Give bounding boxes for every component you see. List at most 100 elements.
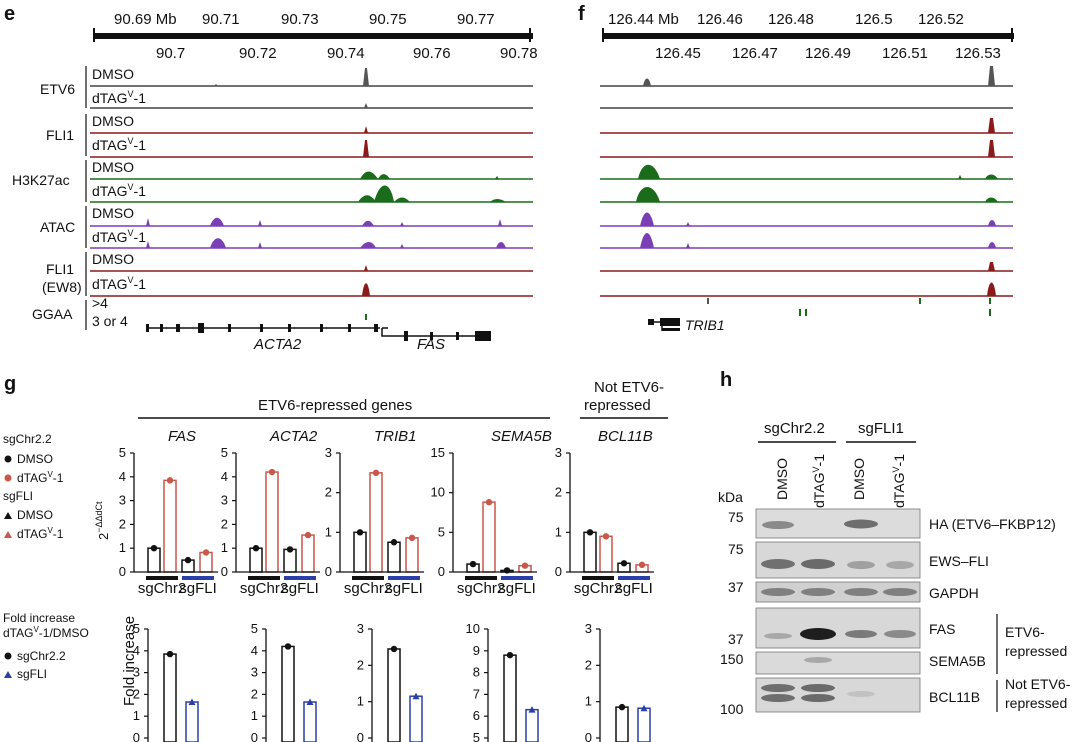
data-point xyxy=(306,698,314,706)
legend-marker xyxy=(4,474,12,482)
gene-label: FAS xyxy=(417,336,445,353)
bar xyxy=(369,472,383,573)
western-blots xyxy=(755,508,921,713)
data-point xyxy=(184,556,192,564)
y-tick-label: 2 xyxy=(221,516,228,531)
data-point xyxy=(202,549,210,556)
data-point xyxy=(408,534,416,542)
band-label: HA (ETV6–FKBP12) xyxy=(929,516,1056,532)
marker-label: 100 xyxy=(720,701,744,717)
group-bar-sgfli xyxy=(501,576,533,580)
gene-model-trib1 xyxy=(648,318,680,331)
data-point xyxy=(586,529,594,536)
coord-label: 90.77 xyxy=(457,11,495,28)
bar xyxy=(387,648,401,742)
data-point xyxy=(503,567,511,574)
legend-title: sgFLI xyxy=(3,489,33,503)
bracket-label: repressed xyxy=(1005,695,1067,711)
band-label: BCL11B xyxy=(929,689,980,705)
coord-label: 90.7 xyxy=(156,45,185,62)
data-point xyxy=(528,706,536,713)
y-tick-label: 1 xyxy=(133,708,140,723)
marker-label: 150 xyxy=(720,651,744,667)
header-not-repressed: repressed xyxy=(584,397,651,414)
y-tick-label: 2 xyxy=(133,686,140,701)
legend-marker xyxy=(4,512,12,519)
data-point xyxy=(602,533,610,540)
bar xyxy=(409,695,423,742)
data-point xyxy=(166,477,174,484)
bracket-label: repressed xyxy=(1005,643,1067,659)
y-tick-label: 0 xyxy=(438,564,445,579)
lane-label: DMSO xyxy=(851,458,867,500)
y-tick-label: 1 xyxy=(585,694,592,709)
data-point xyxy=(485,498,493,506)
y-tick-label: 3 xyxy=(585,621,592,636)
data-point xyxy=(304,531,312,539)
genome-tracks-f xyxy=(600,66,1013,316)
data-point xyxy=(640,704,648,712)
y-tick-label: 1 xyxy=(119,540,126,555)
lane-group-label: sgFLI1 xyxy=(858,420,904,437)
marker-label: 75 xyxy=(728,541,744,557)
group-bar-sgchr xyxy=(465,576,497,580)
bar xyxy=(163,479,177,573)
gene-model-fas xyxy=(381,327,491,341)
panel-label-f: f xyxy=(578,3,585,25)
chart-bottom-0: 0 1 2 3 4 5 xyxy=(133,621,199,742)
charts-top: 012345sgChr2sgFLI012345sgChr2sgFLI0123sg… xyxy=(119,445,654,597)
y-tick-label: 9 xyxy=(473,643,480,658)
coord-label: 126.51 xyxy=(882,45,928,62)
bar xyxy=(583,531,597,573)
bar xyxy=(163,653,177,742)
charts-bottom: 0 1 2 3 4 5 0 1 2 3 4 5 0 1 2 3 5 6 7 8 9 10 0 1 2 3 xyxy=(133,621,651,742)
coord-label: 90.78 xyxy=(500,45,538,62)
data-point xyxy=(412,692,420,700)
y-tick-label: 2 xyxy=(119,516,126,531)
track-group-label: ETV6 xyxy=(40,81,75,97)
track-label-dtag: dTAGV-1 xyxy=(92,182,146,199)
legend-marker xyxy=(4,652,12,660)
data-point xyxy=(618,703,626,711)
bar xyxy=(301,534,315,573)
gene-model-acta2 xyxy=(146,323,380,333)
track-group-label: ATAC xyxy=(40,219,75,235)
coord-label: 90.74 xyxy=(327,45,365,62)
data-point xyxy=(286,546,294,553)
y-tick-label: 10 xyxy=(466,621,480,636)
lane-group-label: sgChr2.2 xyxy=(764,420,825,437)
y-tick-label: 0 xyxy=(251,730,258,742)
y-tick-label: 5 xyxy=(438,524,445,539)
group-bar-sgfli xyxy=(618,576,650,580)
legend-title: Fold increase xyxy=(3,611,75,625)
legend-item: DMSO xyxy=(17,508,53,522)
data-point xyxy=(638,561,646,569)
legend-title: sgChr2.2 xyxy=(3,432,52,446)
bar xyxy=(405,537,419,573)
y-tick-label: 3 xyxy=(357,621,364,636)
gene-label: TRIB1 xyxy=(685,317,725,333)
coord-label: 90.69 Mb xyxy=(114,11,177,28)
y-tick-label: 3 xyxy=(133,665,140,680)
panel-e: 90.69 Mb 90.71 90.73 90.75 90.77 90.7 90… xyxy=(12,11,538,353)
legend-item: DMSO xyxy=(17,452,53,466)
data-point xyxy=(521,562,529,569)
band-label: EWS–FLI xyxy=(929,553,989,569)
lane-label: dTAGV-1 xyxy=(811,454,827,508)
chart-title: BCL11B xyxy=(598,428,653,445)
y-tick-label: 3 xyxy=(251,665,258,680)
coord-label: 90.76 xyxy=(413,45,451,62)
y-tick-label: 5 xyxy=(221,445,228,460)
coord-label: 126.46 xyxy=(697,11,743,28)
y-tick-label: 3 xyxy=(221,493,228,508)
header-not-repressed: Not ETV6- xyxy=(594,379,664,396)
track-label-dmso: DMSO xyxy=(92,159,134,175)
group-bar-sgfli xyxy=(284,576,316,580)
y-tick-label: 0 xyxy=(357,730,364,742)
chart-title: TRIB1 xyxy=(374,428,417,445)
y-tick-label: 15 xyxy=(431,445,445,460)
